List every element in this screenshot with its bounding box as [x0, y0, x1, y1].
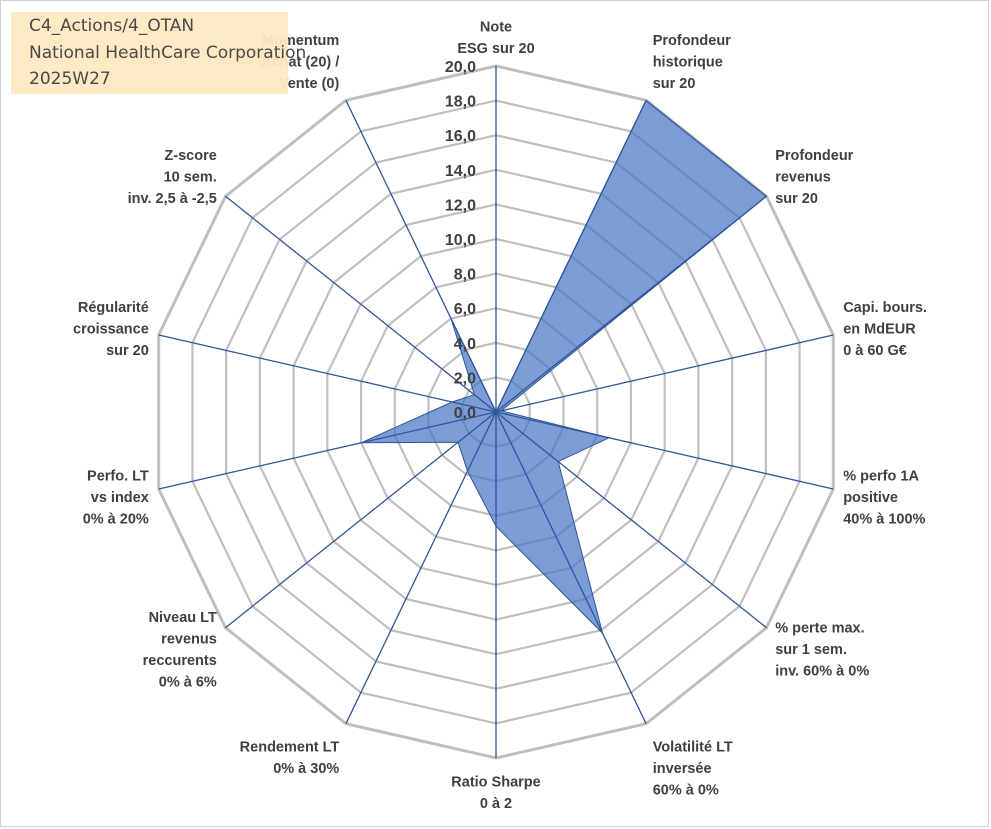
axis-label-line: 0% à 30% — [273, 761, 339, 777]
axis-label-line: Régularité — [78, 300, 149, 316]
axis-label-line: 0% à 6% — [159, 674, 217, 690]
tick-label: 6,0 — [454, 301, 476, 318]
axis-line-3 — [495, 334, 834, 413]
axis-line-9 — [225, 411, 497, 629]
axis-line-1 — [495, 100, 647, 413]
axis-label-line: sur 20 — [775, 191, 818, 207]
title-line-1: C4_Actions/4_OTAN — [29, 16, 195, 36]
axis-label-line: revenus — [161, 631, 217, 647]
axis-label-line: en MdEUR — [843, 321, 916, 337]
tick-label: 14,0 — [445, 163, 476, 180]
title-line-2: National HealthCare Corporation — [29, 43, 307, 63]
axis-label-line: Profondeur — [653, 33, 731, 49]
tick-label: 2,0 — [454, 370, 476, 387]
radar-tick-labels: 0,0 2,0 4,0 6,0 8,0 10,0 12,0 14,0 16,0 18,0 20,0 — [445, 59, 476, 422]
axis-label-line: 40% à 100% — [843, 512, 925, 528]
axis-label-1: Profondeur historique sur 20 — [653, 33, 731, 92]
tick-label: 10,0 — [445, 232, 476, 249]
axis-line-5 — [495, 411, 767, 629]
axis-label-line: inversée — [653, 761, 712, 777]
axis-label-line: 10 sem. — [164, 169, 217, 185]
title-line-3: 2025W27 — [29, 69, 111, 89]
axis-label-12: Z-score 10 sem. inv. 2,5 à -2,5 — [128, 148, 217, 207]
axis-label-line: croissance — [73, 321, 149, 337]
axis-label-line: 0 à 2 — [480, 796, 512, 812]
axis-label-line: inv. 60% à 0% — [775, 664, 869, 680]
axis-label-line: 60% à 0% — [653, 783, 719, 799]
axis-label-line: Capi. bours. — [843, 300, 927, 316]
axis-line-6 — [495, 411, 647, 724]
radar-axis-labels: Note ESG sur 20 Profondeur historique sur 20… — [73, 20, 927, 813]
axis-label-line: vs index — [91, 490, 149, 506]
axis-label-line: Profondeur — [775, 148, 853, 164]
axis-label-7: Ratio Sharpe 0 à 2 — [451, 775, 540, 813]
axis-label-line: Rendement LT — [240, 740, 340, 756]
axis-label-line: sur 20 — [106, 343, 149, 359]
axis-label-line: sur 1 sem. — [775, 642, 847, 658]
axis-line-2 — [495, 195, 767, 413]
axis-label-line: sur 20 — [653, 76, 696, 92]
tick-label: 18,0 — [445, 94, 476, 111]
axis-label-9: Niveau LT revenus reccurents 0% à 6% — [143, 610, 217, 691]
axis-line-11 — [158, 334, 497, 413]
axis-line-8 — [345, 411, 497, 724]
tick-label: 4,0 — [454, 336, 476, 353]
axis-label-line: Note — [480, 20, 512, 36]
axis-label-line: inv. 2,5 à -2,5 — [128, 191, 217, 207]
axis-label-0: Note ESG sur 20 — [457, 20, 534, 58]
axis-label-10: Perfo. LT vs index 0% à 20% — [83, 469, 149, 528]
axis-line-13 — [345, 100, 497, 413]
tick-label: 8,0 — [454, 267, 476, 284]
axis-label-4: % perfo 1A positive 40% à 100% — [843, 469, 925, 528]
axis-label-6: Volatilité LT inversée 60% à 0% — [653, 740, 733, 799]
tick-label: 16,0 — [445, 128, 476, 145]
axis-label-line: revenus — [775, 169, 831, 185]
axis-label-line: reccurents — [143, 653, 217, 669]
axis-line-10 — [158, 411, 497, 490]
axis-label-line: Niveau LT — [149, 610, 217, 626]
axis-label-line: % perte max. — [775, 621, 864, 637]
axis-label-11: Régularité croissance sur 20 — [73, 300, 149, 359]
axis-label-line: historique — [653, 55, 723, 71]
axis-label-line: 0 à 60 G€ — [843, 343, 907, 359]
axis-label-line: 0% à 20% — [83, 512, 149, 528]
axis-line-4 — [495, 411, 834, 490]
tick-label: 20,0 — [445, 59, 476, 76]
axis-label-2: Profondeur revenus sur 20 — [775, 148, 853, 207]
axis-line-12 — [225, 195, 497, 413]
axis-label-line: positive — [843, 490, 898, 506]
axis-label-line: Ratio Sharpe — [451, 775, 540, 791]
tick-label: 12,0 — [445, 197, 476, 214]
axis-label-line: Volatilité LT — [653, 740, 733, 756]
axis-label-8: Rendement LT 0% à 30% — [240, 740, 340, 778]
axis-label-line: % perfo 1A — [843, 469, 919, 485]
axis-label-line: Vente (0) — [279, 76, 340, 92]
axis-label-line: Perfo. LT — [87, 469, 149, 485]
axis-label-line: ESG sur 20 — [457, 41, 534, 57]
axis-label-line: Z-score — [164, 148, 216, 164]
chart-title-box: C4_Actions/4_OTAN National HealthCare Co… — [11, 12, 306, 94]
axis-label-3: Capi. bours. en MdEUR 0 à 60 G€ — [843, 300, 927, 359]
tick-label: 0,0 — [454, 405, 476, 422]
axis-label-5: % perte max. sur 1 sem. inv. 60% à 0% — [775, 621, 869, 680]
radar-axes — [158, 66, 834, 758]
